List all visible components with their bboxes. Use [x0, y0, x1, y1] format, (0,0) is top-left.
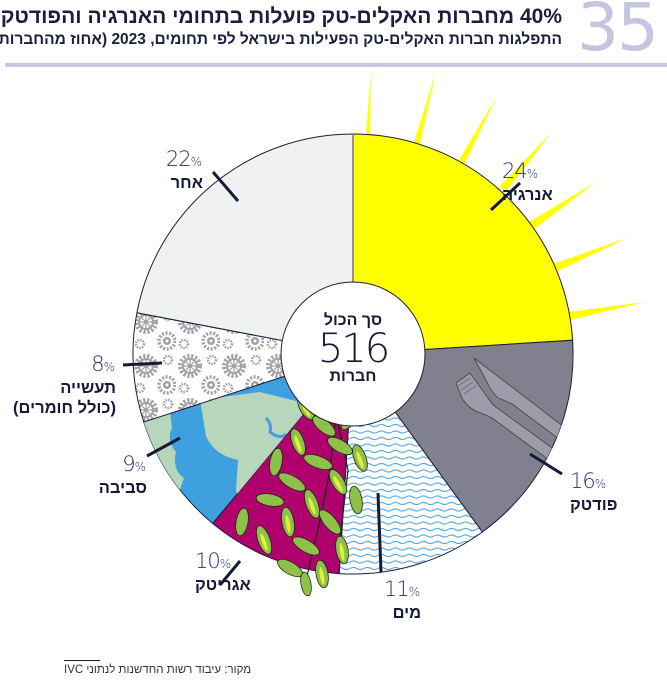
- label-name: סביבה: [98, 479, 147, 497]
- pct-sign: %: [408, 585, 421, 599]
- pct-sign: %: [134, 460, 146, 474]
- chart-subtitle: התפלגות חברות האקלים-טק הפעילות בישראל ל…: [0, 31, 562, 48]
- leader-lines: [122, 171, 563, 586]
- pct-value: 8: [91, 352, 104, 376]
- label-industry: 8% תעשייה (כולל חומרים): [13, 353, 116, 418]
- pct-sign: %: [594, 477, 607, 491]
- label-other: 22% אחר: [166, 148, 203, 193]
- source-note: מקור: עיבוד רשות החדשנות לנתוני IVC: [64, 664, 252, 676]
- slice-other[interactable]: [136, 133, 354, 355]
- label-energy: 24% אנרגיה: [502, 160, 553, 205]
- label-agritech: 10% אגריטק: [195, 550, 251, 595]
- label-name: אגריטק: [195, 576, 251, 594]
- slice-industry[interactable]: [132, 312, 354, 423]
- pct-value: 16: [570, 469, 596, 493]
- figure-number: 35: [577, 0, 659, 66]
- header-rule: [5, 63, 667, 67]
- label-name: תעשייה: [60, 379, 116, 397]
- pct-value: 11: [384, 577, 410, 601]
- leaves-icon: [235, 395, 368, 597]
- label-name: פודטק: [570, 496, 618, 514]
- source-rule: [64, 660, 100, 661]
- label-name: מים: [392, 604, 422, 622]
- chart-header: 35 40% מחברות האקלים-טק פועלות בתחומי הא…: [0, 0, 667, 68]
- slice-energy[interactable]: [352, 133, 574, 355]
- label-name: אנרגיה: [502, 186, 553, 204]
- pct-sign: %: [190, 155, 202, 169]
- label-environment: 9% סביבה: [99, 453, 147, 498]
- pct-value: 22: [165, 147, 192, 171]
- label-name: אחר: [170, 174, 203, 192]
- chart-title: 40% מחברות האקלים-טק פועלות בתחומי האנרג…: [0, 5, 562, 28]
- label-water: 11% מים: [384, 578, 421, 623]
- pct-value: 9: [122, 452, 135, 476]
- pct-sign: %: [219, 557, 232, 571]
- center-total: 516: [317, 326, 390, 372]
- sun-rays-decoration: [366, 70, 645, 320]
- center-line3: חברות: [329, 368, 377, 385]
- donut-center: [280, 281, 426, 427]
- pct-value: 10: [195, 549, 221, 573]
- label-name-secondary: (כולל חומרים): [13, 399, 116, 417]
- center-line1: סך הכול: [323, 312, 383, 329]
- center-label: סך הכול 516 חברות: [293, 312, 413, 386]
- pct-value: 24: [502, 159, 528, 183]
- pct-sign: %: [103, 360, 115, 374]
- pct-sign: %: [526, 167, 539, 181]
- label-foodtech: 16% פודטק: [570, 470, 617, 515]
